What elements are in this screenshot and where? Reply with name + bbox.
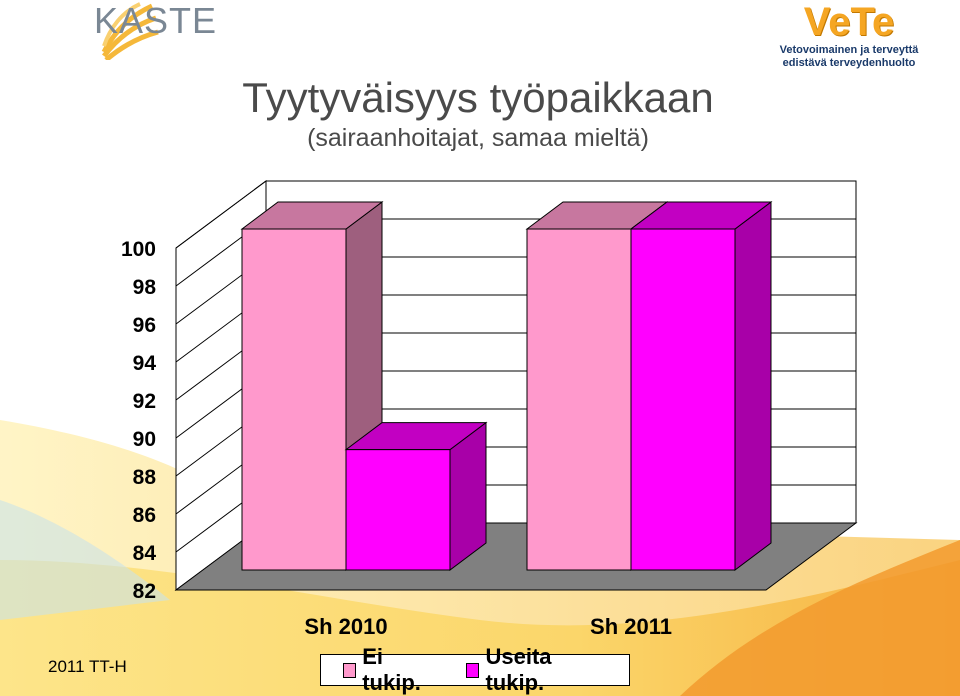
bar-0-0 bbox=[241, 228, 347, 571]
x-tick-label: Sh 2011 bbox=[590, 614, 672, 639]
gridline bbox=[175, 180, 856, 249]
y-tick-label: 100 bbox=[121, 238, 156, 261]
bar-side-1-1 bbox=[734, 201, 772, 571]
y-tick-label: 98 bbox=[133, 276, 157, 299]
bar-1-1 bbox=[630, 228, 736, 571]
y-tick-label: 88 bbox=[133, 466, 157, 489]
legend-item-ei-tukip: Ei tukip. bbox=[343, 644, 436, 696]
y-tick-label: 96 bbox=[133, 314, 156, 337]
kaste-logo bbox=[101, 2, 159, 60]
legend-label-useita-tukip: Useita tukip. bbox=[485, 644, 552, 695]
legend-swatch-useita-tukip bbox=[466, 662, 480, 678]
vete-tagline-2: edistävä terveydenhuolto bbox=[782, 57, 916, 69]
y-tick-label: 92 bbox=[133, 390, 156, 413]
legend-swatch-ei-tukip bbox=[343, 662, 357, 678]
chart-legend: Ei tukip. Useita tukip. bbox=[320, 644, 630, 695]
y-tick-label: 90 bbox=[133, 428, 156, 451]
vete-logo-title: VeTe bbox=[803, 0, 895, 44]
vete-logo: VeTe Vetovoimainen ja terveyttä edistävä… bbox=[764, 0, 934, 70]
y-tick-label: 82 bbox=[133, 580, 156, 603]
kaste-logo-text: KASTE bbox=[94, 0, 218, 41]
legend-item-useita-tukip: Useita tukip. bbox=[466, 644, 599, 696]
chart-subtitle: (sairaanhoitajat, samaa mieltä) bbox=[307, 124, 649, 152]
y-tick-label: 94 bbox=[133, 352, 157, 375]
legend-label-ei-tukip: Ei tukip. bbox=[362, 644, 421, 695]
y-tick-label: 86 bbox=[133, 504, 156, 527]
y-tick-label: 84 bbox=[133, 542, 157, 565]
chart-title: Tyytyväisyys työpaikkaan bbox=[242, 74, 714, 121]
footer-text: 2011 TT-H bbox=[48, 657, 127, 676]
bar-0-1 bbox=[526, 228, 632, 571]
bar-1-0 bbox=[345, 449, 451, 571]
x-tick-label: Sh 2010 bbox=[304, 614, 387, 639]
vete-tagline-1: Vetovoimainen ja terveyttä bbox=[779, 44, 919, 56]
